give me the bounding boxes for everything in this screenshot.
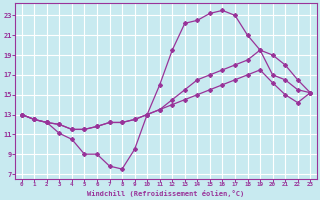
X-axis label: Windchill (Refroidissement éolien,°C): Windchill (Refroidissement éolien,°C) (87, 190, 244, 197)
